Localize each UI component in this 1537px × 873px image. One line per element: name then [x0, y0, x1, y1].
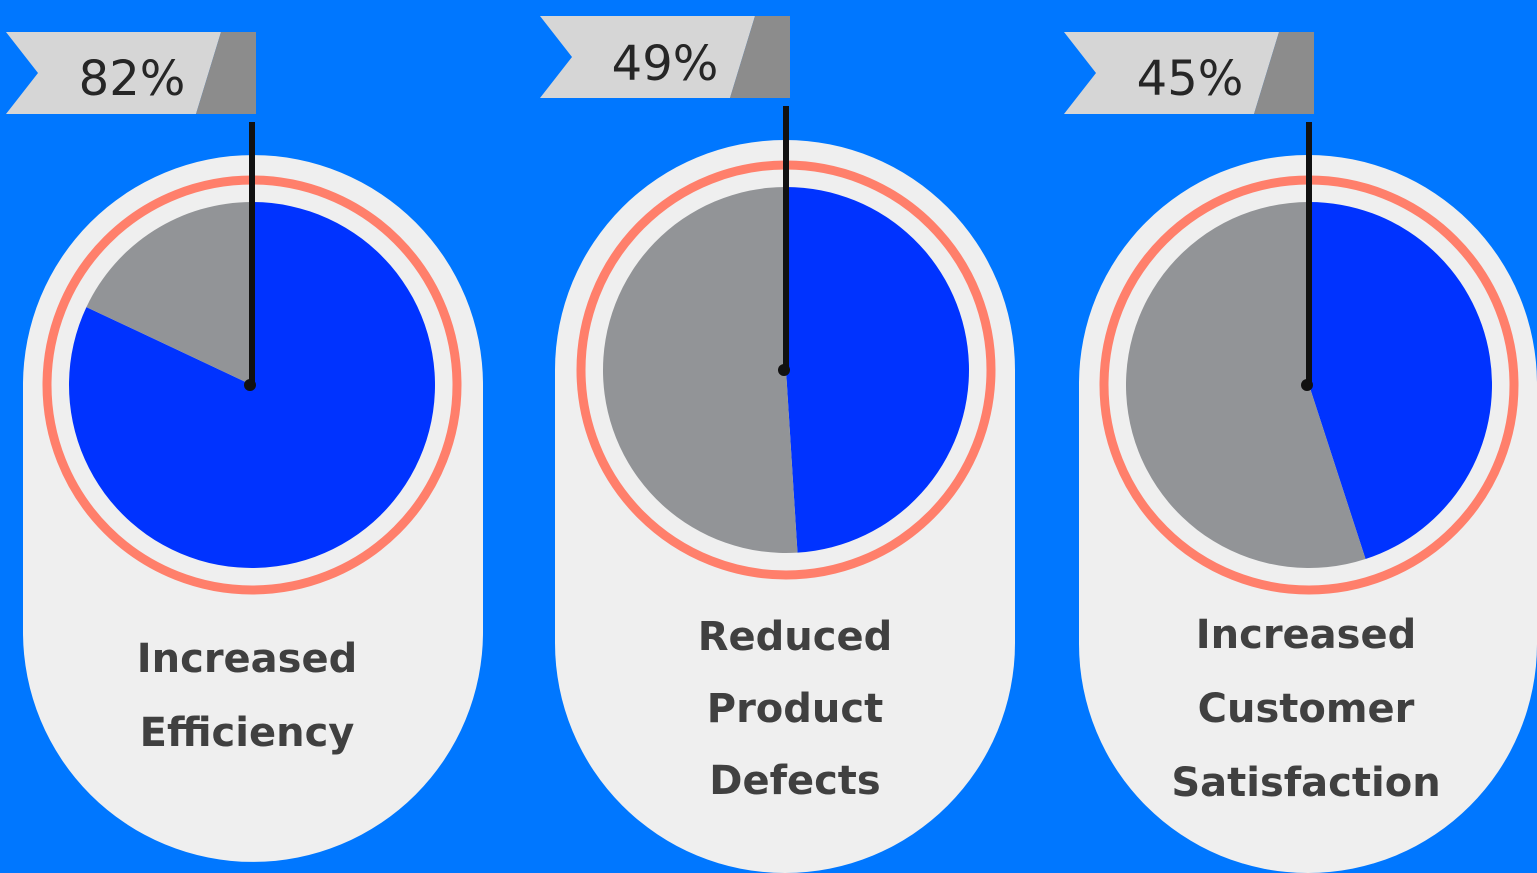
value-flag-fold [196, 32, 256, 114]
value-flag-fold [730, 16, 790, 98]
value-flag-fold [1254, 32, 1314, 114]
pie-slice-filled [786, 187, 969, 553]
pointer-pivot [1301, 379, 1313, 391]
pie-slice-remaining [1126, 202, 1366, 568]
metric-label-line: Reduced [698, 614, 893, 660]
pie-slice-filled [1309, 202, 1493, 560]
metric-label-line: Efficiency [140, 710, 355, 756]
metric-card-2: 49% Reduced Product Defects [540, 16, 1015, 873]
metric-label-line: Satisfaction [1171, 760, 1440, 806]
metric-label-line: Customer [1198, 686, 1415, 732]
value-flag [540, 16, 755, 98]
metric-label-line: Increased [137, 636, 358, 682]
metric-label-line: Increased [1196, 612, 1417, 658]
value-flag [1064, 32, 1279, 114]
metric-card-3: 45% Increased Customer Satisfaction [1064, 32, 1537, 873]
metric-label-line: Defects [709, 758, 881, 804]
metric-label-line: Product [707, 686, 883, 732]
value-flag [6, 32, 221, 114]
value-label: 45% [1137, 51, 1244, 107]
pointer-pivot [244, 379, 256, 391]
pointer-pivot [778, 364, 790, 376]
metric-card-1: 82% Increased Efficiency [6, 32, 483, 862]
pie-slice-remaining [602, 187, 798, 554]
value-label: 82% [79, 51, 186, 107]
pie-slice-remaining [86, 202, 252, 385]
value-label: 49% [612, 36, 719, 92]
